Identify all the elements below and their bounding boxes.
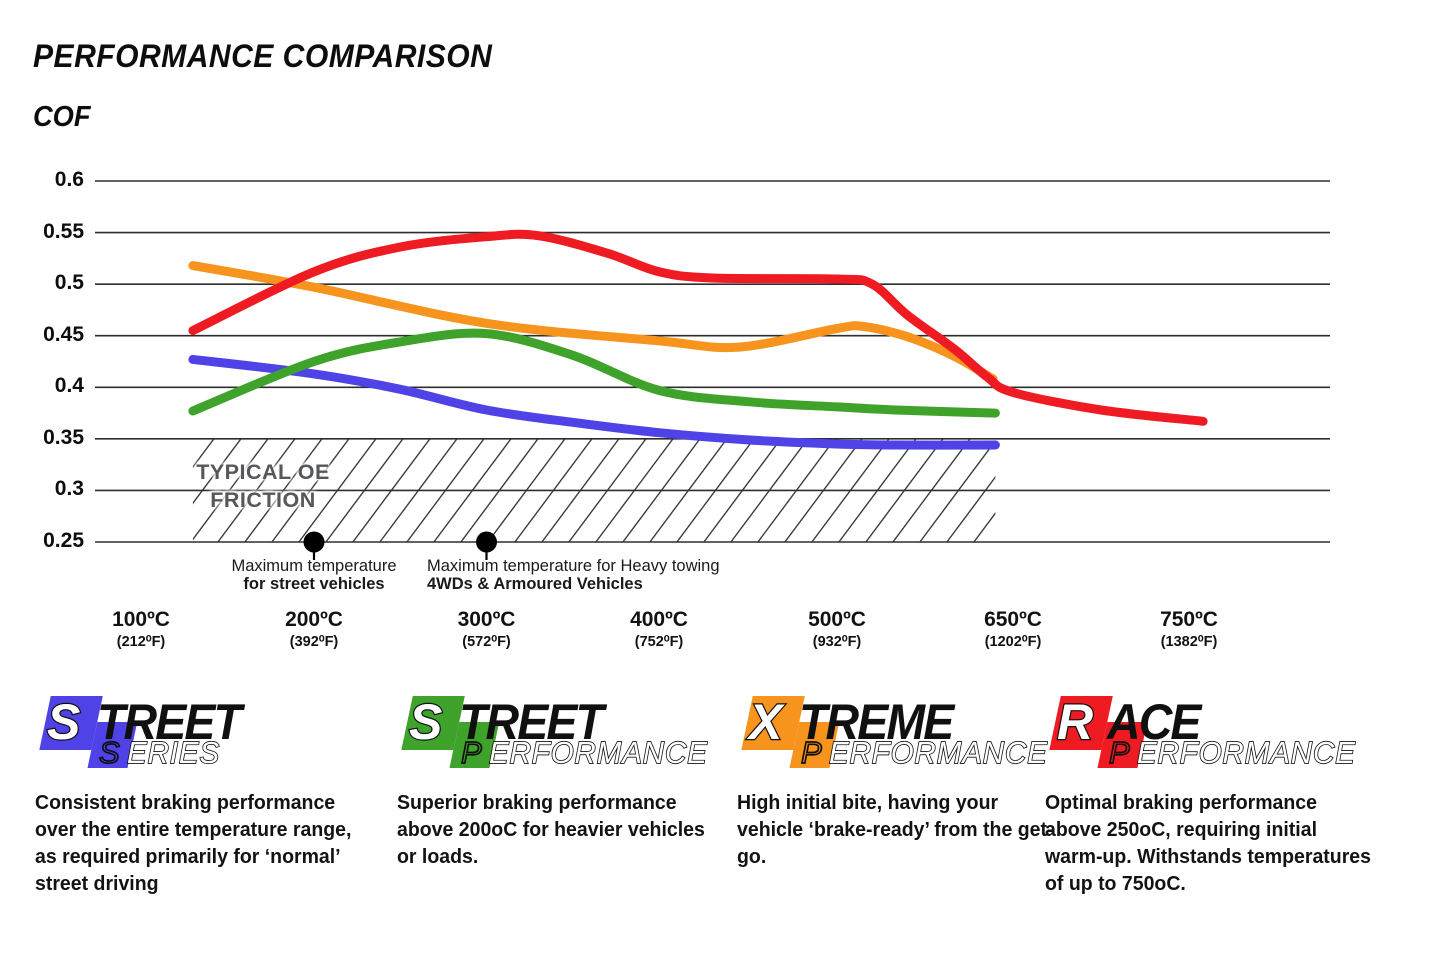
max-temp-marker-1 <box>303 531 325 560</box>
max-temp-marker-2 <box>476 531 497 560</box>
logo-word2-rest: ERFORMANCE <box>489 736 708 770</box>
max-temp-towing-label: Maximum temperature for Heavy towing 4WD… <box>427 557 757 593</box>
logo-word1-first-letter: S <box>47 695 80 750</box>
marker1-line1: Maximum temperature <box>231 557 397 575</box>
series-line-xtreme-performance <box>188 261 998 384</box>
y-tick-label: 0.5 <box>54 271 84 295</box>
y-tick-label: 0.6 <box>54 168 84 191</box>
y-tick-label: 0.3 <box>54 477 84 501</box>
y-tick-label: 0.45 <box>43 322 84 346</box>
logo-word2-first-letter: P <box>801 735 822 770</box>
y-tick-label: 0.35 <box>43 425 84 449</box>
x-tick-label: 650ºC (1202⁰F) <box>943 608 1083 650</box>
logo-word2-first-letter: S <box>99 735 120 770</box>
x-tick-celsius: 750ºC <box>1160 608 1218 631</box>
logo-word1-first-letter: R <box>1057 695 1093 750</box>
logo-word2-rest: ERIES <box>127 736 220 770</box>
marker2-line2: 4WDs & Armoured Vehicles <box>427 575 643 593</box>
x-tick-label: 400ºC (752⁰F) <box>589 608 729 650</box>
logo-word1-first-letter: X <box>746 695 785 750</box>
x-tick-celsius: 100ºC <box>112 608 170 631</box>
x-tick-fahrenheit: (752⁰F) <box>634 634 684 650</box>
y-axis-title: COF <box>33 101 91 133</box>
logo-word1-rest: TREME <box>799 695 956 750</box>
x-tick-celsius: 400ºC <box>630 608 688 631</box>
x-tick-fahrenheit: (1202⁰F) <box>984 634 1042 650</box>
logo-word2-first-letter: P <box>461 735 482 770</box>
x-tick-fahrenheit: (392⁰F) <box>289 634 339 650</box>
marker2-line1: Maximum temperature for Heavy towing <box>427 557 720 575</box>
x-tick-label: 500ºC (932⁰F) <box>767 608 907 650</box>
x-tick-celsius: 500ºC <box>808 608 866 631</box>
logo-word2-first-letter: P <box>1109 735 1130 770</box>
legend-item-race-performance: R ACE P ERFORMANCE Optimal braking performan… <box>1045 693 1380 898</box>
x-tick-label: 300ºC (572⁰F) <box>417 608 557 650</box>
typical-oe-friction-label: TYPICAL OE FRICTION <box>148 458 378 514</box>
legend-description: Consistent braking performance over the … <box>35 792 352 895</box>
x-tick-fahrenheit: (1382⁰F) <box>1160 634 1218 650</box>
x-tick-label: 200ºC (392⁰F) <box>244 608 384 650</box>
legend-item-xtreme-performance: X TREME P ERFORMANCE High initial bite, havi… <box>737 693 1072 871</box>
logo-word2-rest: ERFORMANCE <box>1137 736 1356 770</box>
marker1-line2: for street vehicles <box>243 575 385 593</box>
oe-label-line2: FRICTION <box>210 488 316 512</box>
max-temp-street-label: Maximum temperature for street vehicles <box>204 557 424 593</box>
legend-description: Superior braking performance above 200oC… <box>397 792 705 868</box>
x-tick-fahrenheit: (932⁰F) <box>812 634 862 650</box>
x-tick-fahrenheit: (212⁰F) <box>116 634 166 650</box>
x-tick-label: 100ºC (212⁰F) <box>71 608 211 650</box>
x-tick-celsius: 200ºC <box>285 608 343 631</box>
legend-description: Optimal braking performance above 250oC,… <box>1045 792 1371 895</box>
legend-item-street-series: S TREET S ERIES Consistent braking performan… <box>35 693 370 898</box>
legend-item-street-performance: S TREET P ERFORMANCE Superior braking perfor… <box>397 693 732 871</box>
series-line-street-performance <box>188 328 1000 418</box>
page-title: PERFORMANCE COMPARISON <box>33 38 493 74</box>
logo-word1-rest: TREET <box>459 695 607 750</box>
series-line-street-series <box>188 354 1000 450</box>
logo-word1-rest: TREET <box>97 695 245 750</box>
y-tick-label: 0.55 <box>43 219 84 243</box>
x-tick-label: 750ºC (1382⁰F) <box>1119 608 1259 650</box>
series-line-race-performance <box>188 229 1208 426</box>
y-tick-label: 0.25 <box>43 528 84 552</box>
oe-label-line1: TYPICAL OE <box>196 460 330 484</box>
x-tick-celsius: 650ºC <box>984 608 1042 631</box>
legend-description: High initial bite, having your vehicle ‘… <box>737 792 1054 868</box>
x-tick-celsius: 300ºC <box>457 608 516 631</box>
y-tick-label: 0.4 <box>54 374 84 398</box>
logo-word1-rest: ACE <box>1106 695 1203 750</box>
logo-word1-first-letter: S <box>409 695 442 750</box>
logo-word2-rest: ERFORMANCE <box>829 736 1048 770</box>
x-tick-fahrenheit: (572⁰F) <box>462 634 511 650</box>
